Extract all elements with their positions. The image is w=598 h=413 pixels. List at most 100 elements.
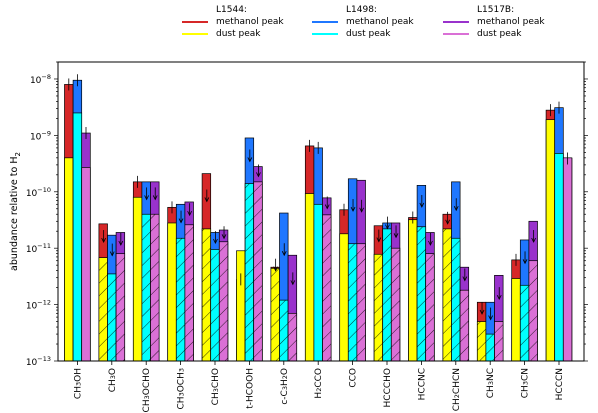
legend-entry: dust peak	[182, 28, 284, 40]
bar-upper-limit-hatch	[520, 285, 529, 361]
upper-limit-arrowhead	[350, 206, 356, 212]
x-tick-label: CH3CN	[521, 368, 531, 398]
y-tick-label: 10−13	[26, 355, 51, 368]
x-tick-label: H2CCO	[314, 368, 324, 399]
bar-dust-peak	[511, 278, 521, 362]
x-tick-label: t-HCOOH	[245, 368, 255, 409]
upper-limit-arrowhead	[462, 276, 468, 282]
upper-limit-arrowhead	[522, 259, 528, 265]
bar-upper-limit-hatch	[417, 226, 426, 361]
legend-swatch	[182, 33, 208, 35]
upper-limit-arrowhead	[376, 237, 382, 243]
bar-upper-limit-hatch	[176, 238, 185, 361]
x-tick-label: CH3OCH3	[177, 368, 187, 409]
bar-upper-limit-hatch	[116, 253, 125, 361]
upper-limit-arrowhead	[324, 204, 330, 210]
legend-swatch	[443, 21, 469, 23]
upper-limit-arrowhead	[221, 234, 227, 240]
y-axis-label-text: abundance relative to H	[9, 157, 20, 271]
x-tick-label: HCCCN	[555, 368, 565, 400]
upper-limit-arrowhead	[428, 240, 433, 246]
x-tick-label: CH3OCHO	[142, 368, 152, 412]
legend-group-title: L1498:	[346, 5, 377, 15]
bar-upper-limit-hatch	[245, 183, 254, 361]
y-tick-label: 10−9	[30, 129, 51, 142]
bar-upper-limit-hatch	[98, 257, 108, 361]
x-tick-label: CH2CHCN	[452, 368, 462, 411]
legend-label: methanol peak	[477, 17, 545, 27]
y-tick-label: 10−8	[30, 73, 51, 86]
upper-limit-arrowhead	[359, 207, 364, 213]
upper-limit-arrowhead	[213, 238, 218, 245]
x-tick-label: CH3OH	[73, 368, 83, 399]
bar-dust-peak	[304, 193, 315, 362]
legend-group-title: L1517B:	[477, 5, 515, 15]
plot-frame	[57, 61, 585, 362]
x-tick-label: HCCNC	[417, 368, 427, 400]
bar-upper-limit-hatch	[477, 321, 486, 361]
y-axis-label-subscript: 2	[14, 152, 22, 156]
legend-label: methanol peak	[216, 17, 284, 27]
legend-entry: dust peak	[312, 28, 414, 40]
bar-upper-limit-hatch	[150, 214, 160, 361]
bar-dust-peak	[167, 222, 177, 362]
upper-limit-arrowhead	[247, 157, 253, 163]
bar-dust-peak	[408, 219, 418, 362]
bar-dust-peak	[562, 157, 573, 362]
bar-upper-limit-hatch	[348, 243, 357, 361]
bar-dust-peak	[236, 250, 246, 362]
upper-limit-arrowhead	[152, 195, 158, 201]
upper-limit-arrowhead	[453, 206, 459, 212]
bar-upper-limit-hatch	[184, 224, 194, 361]
bar-upper-limit-hatch	[451, 238, 461, 361]
legend-label: methanol peak	[346, 17, 414, 27]
bar-dust-peak	[339, 233, 349, 362]
bar-upper-limit-hatch	[382, 228, 392, 361]
bar-upper-limit-hatch	[210, 249, 220, 361]
bar-dust-peak	[64, 157, 74, 362]
legend-group-l1517b: L1517B: methanol peak dust peak	[443, 4, 545, 40]
bar-upper-limit-hatch	[460, 290, 469, 361]
bar-dust-peak	[545, 119, 556, 362]
x-tick-label: CH3CHO	[211, 368, 221, 405]
bar-upper-limit-hatch	[141, 214, 151, 361]
bar-dust-peak	[554, 153, 564, 362]
bar-upper-limit-hatch	[219, 241, 228, 361]
upper-limit-arrowhead	[393, 233, 399, 239]
bar-upper-limit-hatch	[288, 313, 297, 361]
bar-upper-limit-hatch	[322, 214, 332, 361]
y-tick-label: 10−11	[26, 242, 51, 255]
upper-limit-arrowhead	[204, 197, 210, 203]
legend-group-title: L1544:	[216, 5, 247, 15]
legend-entry: dust peak	[443, 28, 545, 40]
y-tick-label: 10−10	[26, 186, 51, 199]
upper-limit-arrowhead	[101, 237, 106, 243]
bar-dust-peak	[132, 196, 143, 362]
legend-label: dust peak	[216, 29, 261, 39]
y-tick-label: 10−12	[26, 299, 51, 312]
legend-group-l1498: L1498: methanol peak dust peak	[312, 4, 414, 40]
upper-limit-arrowhead	[178, 218, 184, 224]
x-tick-label: HCCCHO	[383, 368, 393, 407]
bar-upper-limit-hatch	[391, 248, 400, 361]
upper-limit-arrowhead	[419, 202, 425, 208]
bar-upper-limit-hatch	[528, 260, 538, 361]
bar-upper-limit-hatch	[202, 228, 211, 361]
legend-entry: methanol peak	[182, 16, 284, 28]
upper-limit-arrowhead	[445, 219, 450, 225]
legend-swatch	[443, 33, 469, 35]
bar-dust-peak	[313, 203, 323, 362]
upper-limit-arrowhead	[479, 309, 485, 315]
bar-dust-peak	[81, 167, 91, 362]
legend-label: dust peak	[477, 29, 522, 39]
legend-entry: methanol peak	[312, 16, 414, 28]
legend-entry: methanol peak	[443, 16, 545, 28]
x-tick-label: CH3NC	[486, 368, 496, 398]
upper-limit-arrowhead	[531, 237, 536, 243]
x-tick-label: c-C3H2O	[280, 368, 290, 405]
upper-limit-arrowhead	[290, 280, 296, 286]
bar-dust-peak	[72, 112, 83, 362]
bar-upper-limit-hatch	[253, 181, 263, 361]
bars-layer	[64, 74, 573, 362]
